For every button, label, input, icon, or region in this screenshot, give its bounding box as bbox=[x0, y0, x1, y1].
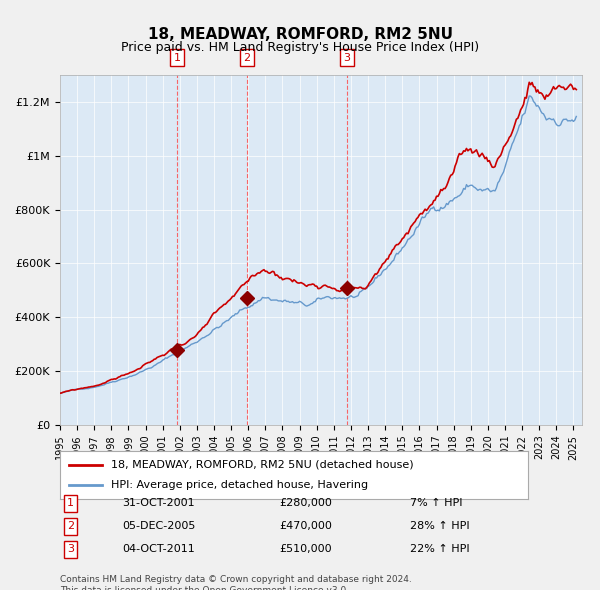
Text: 2: 2 bbox=[244, 53, 250, 63]
Text: 3: 3 bbox=[343, 53, 350, 63]
Text: £510,000: £510,000 bbox=[279, 544, 332, 554]
Text: 18, MEADWAY, ROMFORD, RM2 5NU: 18, MEADWAY, ROMFORD, RM2 5NU bbox=[148, 27, 452, 41]
Text: 28% ↑ HPI: 28% ↑ HPI bbox=[410, 521, 469, 531]
Text: 1: 1 bbox=[173, 53, 181, 63]
Text: 04-OCT-2011: 04-OCT-2011 bbox=[122, 544, 196, 554]
Text: 31-OCT-2001: 31-OCT-2001 bbox=[122, 498, 195, 508]
Text: 2: 2 bbox=[67, 521, 74, 531]
Text: 18, MEADWAY, ROMFORD, RM2 5NU (detached house): 18, MEADWAY, ROMFORD, RM2 5NU (detached … bbox=[112, 460, 414, 470]
Text: Price paid vs. HM Land Registry's House Price Index (HPI): Price paid vs. HM Land Registry's House … bbox=[121, 41, 479, 54]
Text: HPI: Average price, detached house, Havering: HPI: Average price, detached house, Have… bbox=[112, 480, 368, 490]
Text: Contains HM Land Registry data © Crown copyright and database right 2024.
This d: Contains HM Land Registry data © Crown c… bbox=[60, 575, 412, 590]
Text: 05-DEC-2005: 05-DEC-2005 bbox=[122, 521, 196, 531]
Text: £280,000: £280,000 bbox=[279, 498, 332, 508]
Text: 1: 1 bbox=[67, 498, 74, 508]
Text: £470,000: £470,000 bbox=[279, 521, 332, 531]
Text: 22% ↑ HPI: 22% ↑ HPI bbox=[410, 544, 469, 554]
Text: 7% ↑ HPI: 7% ↑ HPI bbox=[410, 498, 462, 508]
Text: 3: 3 bbox=[67, 544, 74, 554]
